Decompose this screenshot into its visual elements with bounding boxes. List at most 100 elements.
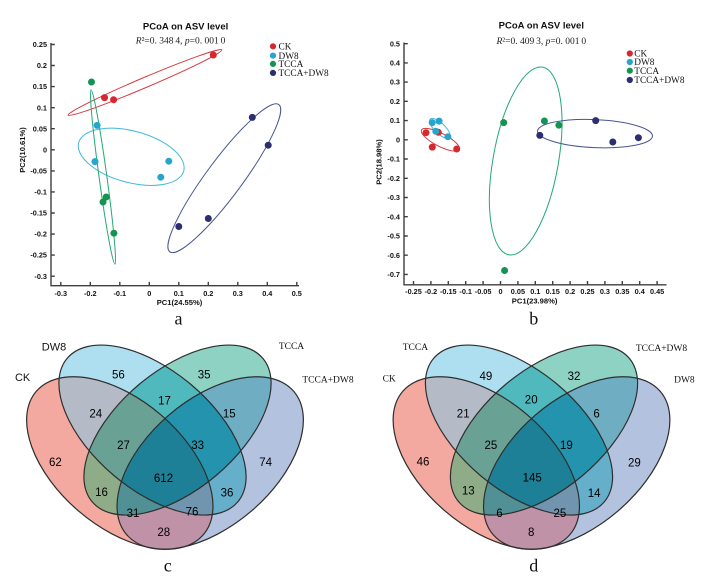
svg-text:0.15: 0.15 bbox=[33, 82, 47, 91]
svg-text:8: 8 bbox=[528, 527, 534, 539]
svg-text:0.4: 0.4 bbox=[262, 289, 273, 298]
svg-text:-0.1: -0.1 bbox=[459, 287, 472, 296]
svg-text:TCCA: TCCA bbox=[403, 343, 428, 353]
svg-text:0: 0 bbox=[498, 287, 502, 296]
svg-text:0.25: 0.25 bbox=[580, 287, 594, 296]
svg-text:0.4: 0.4 bbox=[635, 287, 646, 296]
svg-text:32: 32 bbox=[568, 371, 581, 383]
svg-text:0.1: 0.1 bbox=[390, 116, 400, 125]
svg-text:-0.4: -0.4 bbox=[387, 212, 401, 221]
svg-text:TCCA: TCCA bbox=[279, 60, 304, 70]
svg-text:25: 25 bbox=[485, 440, 498, 452]
svg-text:-0.2: -0.2 bbox=[34, 230, 47, 239]
svg-text:0.05: 0.05 bbox=[33, 124, 47, 133]
svg-text:DW8: DW8 bbox=[42, 342, 66, 354]
svg-text:33: 33 bbox=[191, 440, 204, 452]
svg-text:0.2: 0.2 bbox=[37, 61, 47, 70]
svg-text:-0.5: -0.5 bbox=[387, 232, 400, 241]
svg-text:28: 28 bbox=[157, 527, 170, 539]
svg-text:-0.25: -0.25 bbox=[30, 251, 47, 260]
svg-text:-0.1: -0.1 bbox=[387, 155, 400, 164]
svg-text:-0.15: -0.15 bbox=[30, 209, 47, 218]
svg-text:-0.3: -0.3 bbox=[387, 193, 400, 202]
svg-text:TCCA+DW8: TCCA+DW8 bbox=[302, 376, 354, 386]
svg-text:0: 0 bbox=[396, 135, 400, 144]
svg-text:0.5: 0.5 bbox=[292, 289, 302, 298]
svg-text:76: 76 bbox=[186, 507, 199, 519]
svg-text:PC2(10.61%): PC2(10.61%) bbox=[18, 127, 27, 173]
svg-text:62: 62 bbox=[49, 457, 62, 469]
svg-text:-0.2: -0.2 bbox=[425, 287, 438, 296]
svg-text:-0.2: -0.2 bbox=[387, 174, 400, 183]
svg-text:0.1: 0.1 bbox=[37, 103, 47, 112]
svg-text:TCCA+DW8: TCCA+DW8 bbox=[636, 344, 688, 354]
svg-text:27: 27 bbox=[117, 440, 130, 452]
svg-text:c: c bbox=[164, 556, 172, 576]
svg-text:0.3: 0.3 bbox=[600, 287, 610, 296]
svg-text:0.2: 0.2 bbox=[565, 287, 575, 296]
svg-text:PC1(23.98%): PC1(23.98%) bbox=[512, 296, 558, 305]
svg-text:PCoA on ASV level: PCoA on ASV level bbox=[499, 21, 584, 32]
svg-text:0.2: 0.2 bbox=[203, 289, 213, 298]
svg-text:CK: CK bbox=[15, 372, 31, 384]
svg-text:74: 74 bbox=[259, 457, 272, 469]
svg-text:0.25: 0.25 bbox=[33, 40, 47, 49]
svg-text:0.2: 0.2 bbox=[390, 97, 400, 106]
svg-text:-0.1: -0.1 bbox=[114, 289, 127, 298]
svg-text:15: 15 bbox=[223, 408, 236, 420]
svg-text:49: 49 bbox=[480, 371, 493, 383]
svg-text:TCCA+DW8: TCCA+DW8 bbox=[279, 69, 330, 79]
svg-text:DW8: DW8 bbox=[279, 52, 299, 62]
svg-text:29: 29 bbox=[628, 458, 641, 470]
svg-text:-0.05: -0.05 bbox=[475, 287, 492, 296]
svg-text:20: 20 bbox=[525, 395, 538, 407]
svg-text:R²=0. 348 4, p=0. 001 0: R²=0. 348 4, p=0. 001 0 bbox=[135, 37, 226, 47]
svg-text:0.35: 0.35 bbox=[615, 287, 629, 296]
svg-text:DW8: DW8 bbox=[634, 58, 654, 68]
svg-text:TCCA: TCCA bbox=[279, 342, 304, 352]
svg-text:0.1: 0.1 bbox=[174, 289, 184, 298]
svg-text:612: 612 bbox=[154, 473, 173, 485]
svg-text:-0.3: -0.3 bbox=[34, 272, 47, 281]
svg-text:35: 35 bbox=[198, 370, 211, 382]
svg-text:14: 14 bbox=[588, 488, 601, 500]
svg-text:0.05: 0.05 bbox=[511, 287, 525, 296]
svg-text:0.1: 0.1 bbox=[530, 287, 540, 296]
svg-text:17: 17 bbox=[158, 396, 171, 408]
svg-text:-0.05: -0.05 bbox=[30, 167, 47, 176]
svg-text:PC1(24.55%): PC1(24.55%) bbox=[157, 298, 203, 307]
svg-text:36: 36 bbox=[221, 488, 234, 500]
svg-text:PC2(18.98%): PC2(18.98%) bbox=[375, 139, 384, 185]
svg-text:0.5: 0.5 bbox=[390, 39, 400, 48]
svg-text:d: d bbox=[529, 556, 538, 576]
svg-text:0: 0 bbox=[147, 289, 151, 298]
svg-text:-0.3: -0.3 bbox=[55, 289, 68, 298]
svg-text:CK: CK bbox=[634, 50, 647, 60]
svg-text:0.3: 0.3 bbox=[390, 78, 400, 87]
svg-text:-0.1: -0.1 bbox=[34, 188, 47, 197]
svg-text:25: 25 bbox=[554, 508, 567, 520]
svg-text:PCoA on ASV level: PCoA on ASV level bbox=[143, 22, 228, 33]
svg-text:R²=0. 409 3, p=0. 001 0: R²=0. 409 3, p=0. 001 0 bbox=[495, 37, 586, 47]
svg-text:46: 46 bbox=[417, 457, 430, 469]
svg-text:-0.6: -0.6 bbox=[387, 251, 400, 260]
svg-text:16: 16 bbox=[95, 487, 108, 499]
svg-text:0.15: 0.15 bbox=[546, 287, 560, 296]
svg-text:21: 21 bbox=[457, 408, 470, 420]
svg-text:TCCA: TCCA bbox=[634, 67, 659, 77]
svg-text:0.4: 0.4 bbox=[390, 59, 401, 68]
svg-text:6: 6 bbox=[496, 508, 502, 520]
svg-text:13: 13 bbox=[462, 485, 475, 497]
svg-text:DW8: DW8 bbox=[674, 376, 695, 386]
svg-text:56: 56 bbox=[112, 370, 125, 382]
svg-text:-0.2: -0.2 bbox=[84, 289, 97, 298]
svg-text:145: 145 bbox=[523, 473, 542, 485]
svg-text:b: b bbox=[529, 308, 538, 328]
svg-text:CK: CK bbox=[383, 374, 396, 384]
svg-text:19: 19 bbox=[560, 440, 573, 452]
svg-text:6: 6 bbox=[593, 408, 599, 420]
svg-text:a: a bbox=[175, 308, 183, 328]
svg-text:-0.25: -0.25 bbox=[405, 287, 422, 296]
svg-text:31: 31 bbox=[127, 508, 140, 520]
svg-text:CK: CK bbox=[279, 43, 292, 53]
